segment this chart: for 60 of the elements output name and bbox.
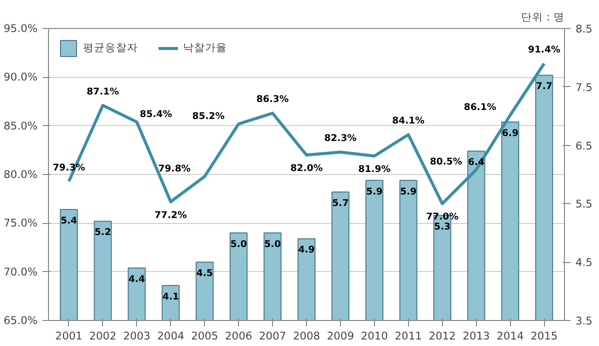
x-tick-label: 2007 (258, 330, 286, 342)
x-tick-label: 2003 (123, 330, 150, 342)
y2-tick-label: 3.5 (576, 314, 592, 328)
data-label: 4.1 (162, 291, 179, 302)
x-tick-label: 2014 (496, 330, 524, 342)
y-tick-label: 95.0% (4, 22, 38, 35)
y-tick-label: 65.0% (4, 314, 38, 327)
data-label: 5.4 (60, 216, 78, 227)
data-label: 77.2% (154, 210, 188, 221)
x-tick-label: 2005 (191, 330, 218, 342)
data-label: 81.9% (358, 164, 392, 176)
y-tick-label: 70.0% (4, 265, 38, 278)
y-tick-label: 80.0% (4, 168, 38, 181)
x-tick-label: 2001 (55, 330, 82, 342)
data-label: 91.4% (528, 44, 561, 56)
data-label: 6.9 (502, 128, 518, 139)
y-tick-label: 85.0% (4, 119, 38, 132)
x-tick-label: 2011 (394, 330, 422, 342)
data-label: 4.9 (298, 244, 315, 256)
x-tick-label: 2006 (225, 330, 252, 342)
data-label: 79.8% (158, 163, 192, 174)
data-label: 82.3% (324, 133, 358, 144)
data-label: 87.1% (86, 86, 120, 98)
data-label: 5.7 (332, 198, 349, 210)
data-label: 4.5 (196, 268, 213, 280)
data-label: 86.3% (256, 94, 290, 106)
y-tick-label: 90.0% (4, 70, 38, 84)
data-label: 4.4 (128, 274, 146, 285)
data-label: 5.9 (366, 186, 383, 198)
data-label: 84.1% (392, 116, 426, 127)
data-label: 5.9 (400, 186, 417, 198)
data-label: 86.1% (464, 102, 497, 114)
legend-label: 평균응찰자 (83, 41, 138, 55)
y2-tick-label: 7.5 (576, 80, 592, 94)
data-label: 85.2% (192, 110, 226, 122)
y2-tick-label: 5.5 (576, 198, 592, 211)
x-tick-label: 2002 (89, 330, 116, 342)
data-label: 6.4 (468, 157, 486, 168)
y2-tick-label: 8.5 (576, 22, 592, 36)
data-label: 5.0 (230, 238, 248, 250)
y2-tick-label: 6.5 (576, 139, 592, 152)
x-tick-label: 2015 (530, 330, 558, 342)
x-tick-label: 2010 (360, 330, 388, 342)
x-tick-label: 2012 (428, 330, 456, 342)
x-tick-label: 2004 (157, 330, 184, 342)
x-tick-label: 2013 (462, 330, 490, 342)
data-label: 77.0% (426, 212, 460, 223)
data-label: 82.0% (290, 163, 324, 174)
data-label: 7.7 (536, 81, 552, 92)
x-tick-label: 2008 (292, 330, 320, 342)
data-label: 5.0 (264, 238, 282, 250)
y2-axis-title: 단위 : 명 (521, 10, 565, 24)
data-label: 80.5% (430, 156, 463, 168)
data-label: 5.2 (94, 227, 112, 238)
data-label: 5.3 (434, 221, 451, 232)
y2-tick-label: 4.5 (576, 256, 592, 270)
legend-label: 낙찰가율 (183, 41, 227, 55)
x-tick-label: 2009 (326, 330, 354, 342)
data-label: 85.4% (140, 108, 173, 120)
y-tick-label: 75.0% (4, 216, 38, 230)
